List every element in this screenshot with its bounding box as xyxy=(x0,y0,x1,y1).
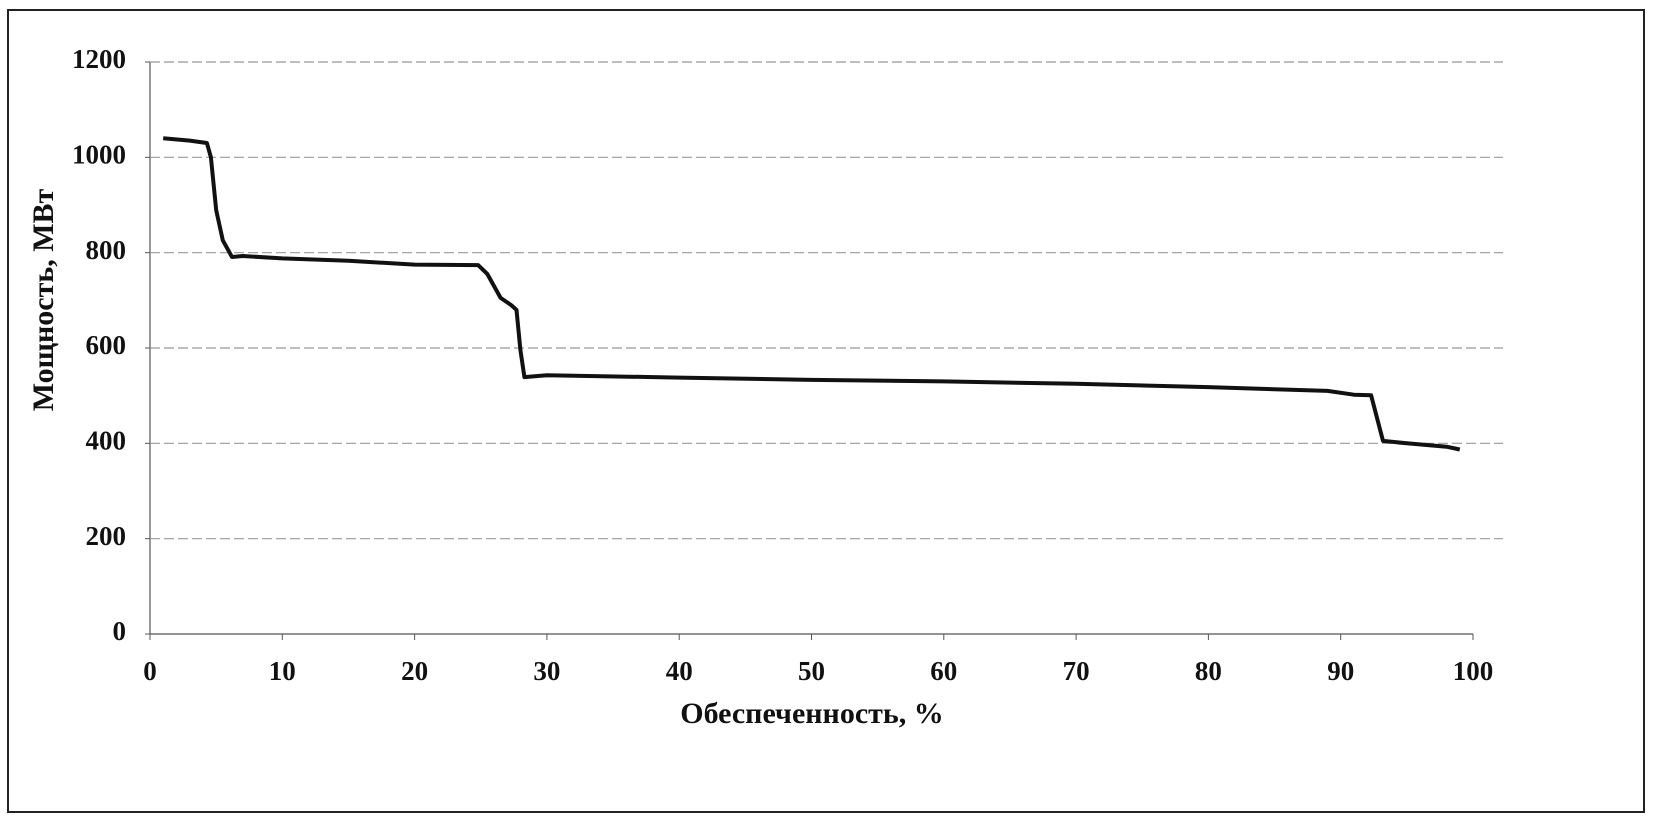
y-tick-label: 800 xyxy=(86,235,127,265)
y-tick-label: 1200 xyxy=(72,44,126,74)
x-tick-label: 20 xyxy=(401,656,428,686)
x-tick-label: 70 xyxy=(1063,656,1090,686)
x-tick-label: 10 xyxy=(269,656,296,686)
x-tick-label: 50 xyxy=(798,656,825,686)
x-tick-label: 60 xyxy=(930,656,957,686)
x-tick-label: 40 xyxy=(666,656,693,686)
y-tick-label: 400 xyxy=(86,426,127,456)
x-tick-label: 90 xyxy=(1327,656,1354,686)
chart-border xyxy=(7,9,1645,813)
x-tick-label: 80 xyxy=(1195,656,1222,686)
y-tick-label: 1000 xyxy=(72,140,126,170)
y-axis-label: Мощность, МВт xyxy=(27,188,60,411)
y-tick-label: 600 xyxy=(86,330,127,360)
x-tick-label: 0 xyxy=(143,656,157,686)
x-axis-label: Обеспеченность, % xyxy=(680,697,944,730)
x-tick-label: 30 xyxy=(533,656,560,686)
x-tick-label: 100 xyxy=(1453,656,1494,686)
y-tick-label: 0 xyxy=(113,616,127,646)
data-line xyxy=(163,136,1461,452)
y-tick-label: 200 xyxy=(86,521,127,551)
